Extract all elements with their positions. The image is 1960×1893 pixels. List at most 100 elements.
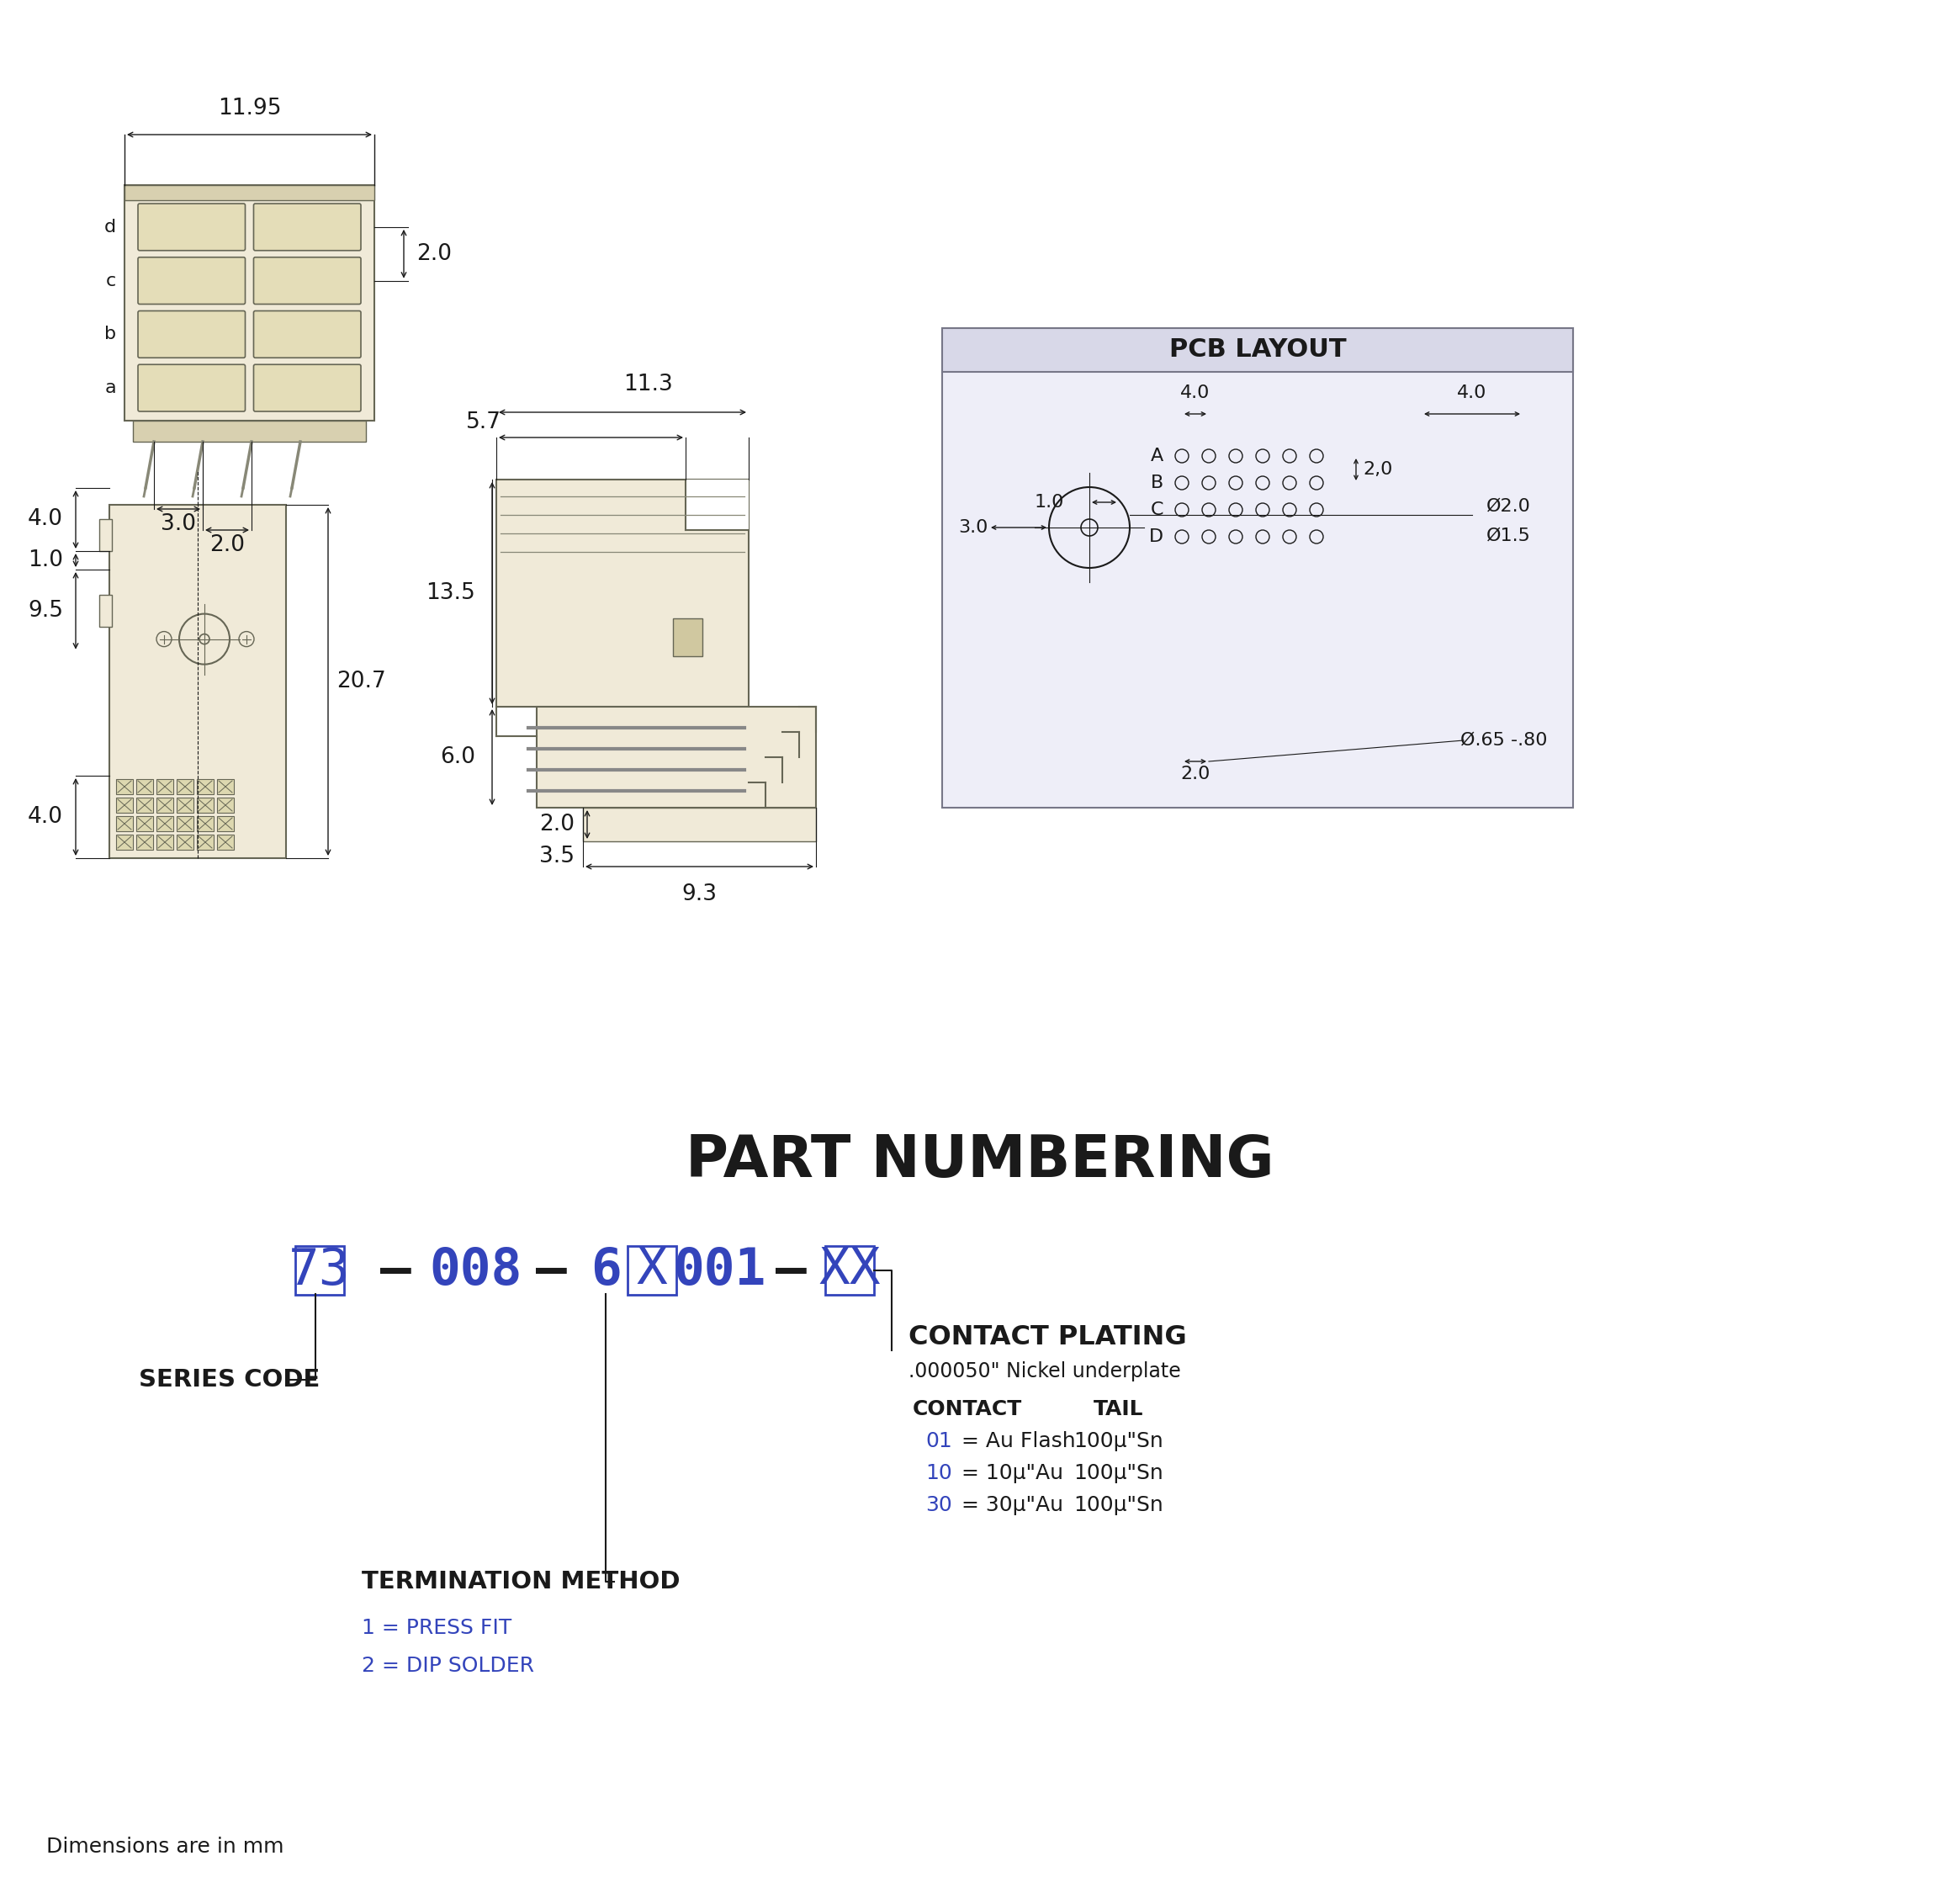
Bar bbox=[116, 835, 133, 850]
Text: CONTACT PLATING: CONTACT PLATING bbox=[909, 1325, 1186, 1352]
Bar bbox=[582, 808, 815, 840]
Bar bbox=[176, 816, 194, 831]
Text: PART NUMBERING: PART NUMBERING bbox=[686, 1132, 1274, 1189]
Text: 11.95: 11.95 bbox=[218, 98, 280, 119]
Bar bbox=[218, 816, 233, 831]
Text: 2.0: 2.0 bbox=[539, 814, 574, 835]
Text: 100μ"Sn: 100μ"Sn bbox=[1074, 1463, 1164, 1484]
Text: C: C bbox=[1151, 502, 1164, 519]
Text: CONTACT: CONTACT bbox=[913, 1399, 1023, 1420]
Text: 10: 10 bbox=[925, 1463, 953, 1484]
FancyBboxPatch shape bbox=[137, 365, 245, 411]
FancyBboxPatch shape bbox=[137, 257, 245, 305]
FancyBboxPatch shape bbox=[253, 204, 361, 250]
Text: PCB LAYOUT: PCB LAYOUT bbox=[1168, 337, 1347, 362]
Text: 2.0: 2.0 bbox=[210, 534, 245, 557]
Text: —: — bbox=[380, 1246, 412, 1295]
Bar bbox=[196, 816, 214, 831]
Bar bbox=[176, 780, 194, 795]
Text: XX: XX bbox=[819, 1246, 880, 1295]
Text: 3.5: 3.5 bbox=[539, 846, 574, 867]
FancyBboxPatch shape bbox=[253, 257, 361, 305]
Bar bbox=[137, 816, 153, 831]
Bar bbox=[943, 327, 1574, 808]
Bar bbox=[943, 327, 1574, 371]
FancyBboxPatch shape bbox=[253, 365, 361, 411]
Bar bbox=[218, 780, 233, 795]
Bar bbox=[125, 186, 374, 420]
Text: B: B bbox=[1151, 475, 1164, 492]
Bar bbox=[218, 797, 233, 812]
Bar bbox=[296, 1246, 345, 1295]
Bar bbox=[157, 797, 172, 812]
Text: 30: 30 bbox=[925, 1495, 953, 1514]
Bar bbox=[672, 619, 702, 657]
Text: 3.0: 3.0 bbox=[958, 519, 988, 536]
Text: D: D bbox=[1149, 528, 1164, 545]
Bar bbox=[137, 797, 153, 812]
Text: 5.7: 5.7 bbox=[466, 411, 502, 433]
Text: 1.0: 1.0 bbox=[1035, 494, 1064, 511]
Text: X: X bbox=[637, 1246, 668, 1295]
Bar bbox=[196, 835, 214, 850]
FancyBboxPatch shape bbox=[137, 204, 245, 250]
Text: A: A bbox=[1151, 447, 1164, 464]
Bar bbox=[110, 505, 286, 858]
Text: 13.5: 13.5 bbox=[425, 583, 474, 604]
Bar bbox=[157, 780, 172, 795]
Bar bbox=[496, 479, 749, 706]
Text: 9.3: 9.3 bbox=[682, 884, 717, 905]
Bar bbox=[686, 479, 749, 530]
Text: TERMINATION METHOD: TERMINATION METHOD bbox=[363, 1569, 680, 1594]
Text: c: c bbox=[106, 273, 116, 290]
Text: 4.0: 4.0 bbox=[1456, 384, 1488, 401]
Bar bbox=[116, 797, 133, 812]
Text: —: — bbox=[535, 1246, 566, 1295]
Text: 1 = PRESS FIT: 1 = PRESS FIT bbox=[363, 1619, 512, 1637]
Text: Ø2.0: Ø2.0 bbox=[1486, 498, 1531, 515]
Text: 001: 001 bbox=[672, 1246, 766, 1295]
Text: 73: 73 bbox=[288, 1246, 351, 1295]
Text: Ø1.5: Ø1.5 bbox=[1486, 528, 1531, 545]
Bar bbox=[157, 835, 172, 850]
Bar bbox=[116, 816, 133, 831]
Bar bbox=[196, 797, 214, 812]
Text: = 30μ"Au: = 30μ"Au bbox=[955, 1495, 1062, 1514]
Text: = Au Flash: = Au Flash bbox=[955, 1431, 1076, 1452]
Text: Ø.65 -.80: Ø.65 -.80 bbox=[1460, 733, 1548, 750]
Bar bbox=[537, 706, 815, 808]
Text: 20.7: 20.7 bbox=[337, 670, 386, 693]
Text: —: — bbox=[776, 1246, 806, 1295]
Text: 100μ"Sn: 100μ"Sn bbox=[1074, 1495, 1164, 1514]
Text: = 10μ"Au: = 10μ"Au bbox=[955, 1463, 1062, 1484]
Text: 9.5: 9.5 bbox=[27, 600, 63, 621]
Text: a: a bbox=[104, 379, 116, 396]
Text: 11.3: 11.3 bbox=[623, 373, 672, 396]
Text: Dimensions are in mm: Dimensions are in mm bbox=[47, 1836, 284, 1857]
Text: 1.0: 1.0 bbox=[27, 549, 63, 572]
Bar bbox=[100, 519, 112, 551]
FancyBboxPatch shape bbox=[137, 310, 245, 358]
Bar bbox=[137, 780, 153, 795]
FancyBboxPatch shape bbox=[253, 310, 361, 358]
Text: 2 = DIP SOLDER: 2 = DIP SOLDER bbox=[363, 1656, 535, 1675]
Text: 100μ"Sn: 100μ"Sn bbox=[1074, 1431, 1164, 1452]
Bar bbox=[825, 1246, 874, 1295]
Text: TAIL: TAIL bbox=[1094, 1399, 1145, 1420]
Text: 3.0: 3.0 bbox=[161, 513, 196, 536]
Text: 2.0: 2.0 bbox=[1180, 765, 1209, 782]
Bar bbox=[196, 780, 214, 795]
Text: 008: 008 bbox=[429, 1246, 521, 1295]
Text: 2,0: 2,0 bbox=[1362, 462, 1392, 477]
Bar bbox=[116, 780, 133, 795]
Text: 4.0: 4.0 bbox=[27, 509, 63, 530]
Bar bbox=[218, 835, 233, 850]
Bar bbox=[176, 835, 194, 850]
Bar bbox=[137, 835, 153, 850]
Bar bbox=[100, 594, 112, 627]
Bar bbox=[627, 1246, 676, 1295]
Text: 2.0: 2.0 bbox=[416, 242, 451, 265]
Text: 6.0: 6.0 bbox=[439, 746, 474, 769]
Text: 6: 6 bbox=[590, 1246, 621, 1295]
Bar bbox=[157, 816, 172, 831]
